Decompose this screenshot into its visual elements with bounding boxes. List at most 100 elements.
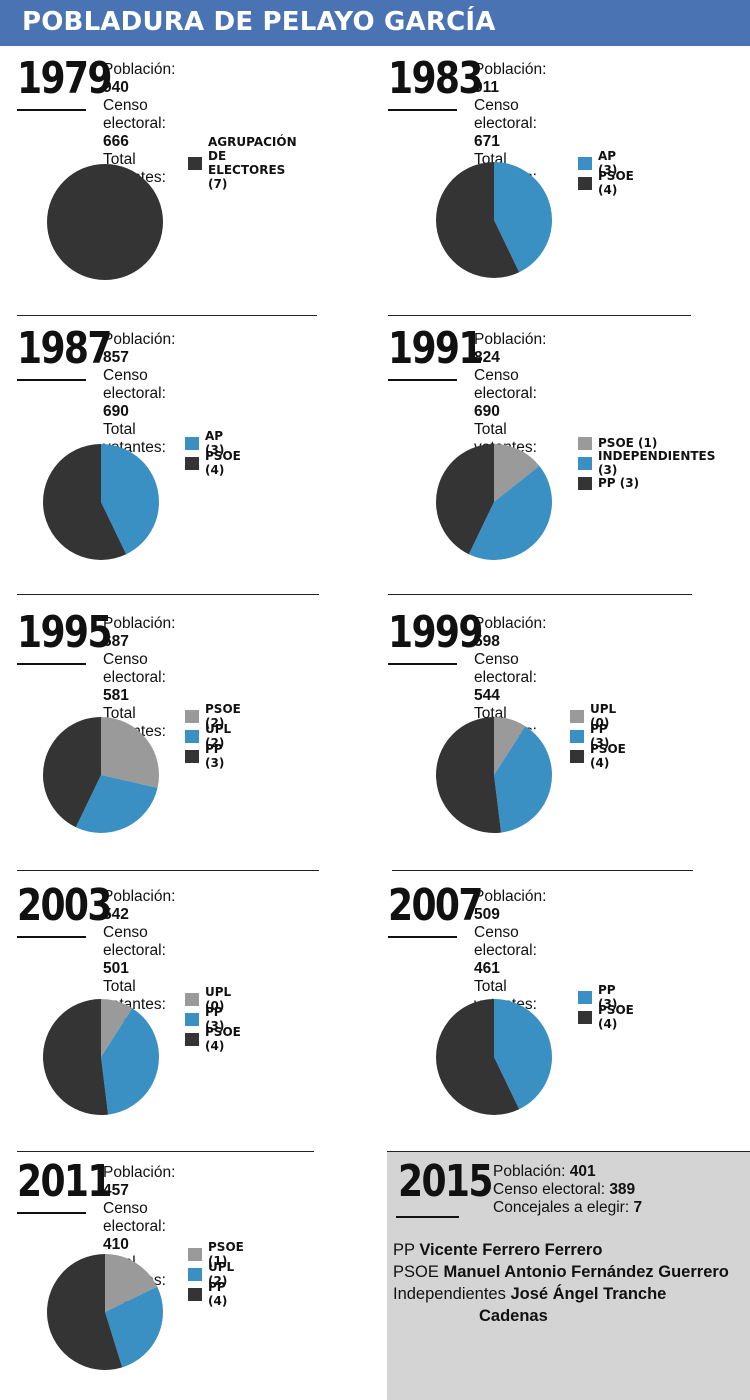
pie-slice <box>494 717 526 775</box>
legend-label: UPL (0) <box>205 985 232 1013</box>
panel-top-rule <box>392 870 693 871</box>
legend-swatch <box>570 729 584 743</box>
legend-label: PP (3) <box>205 1005 225 1033</box>
pie-slice <box>43 999 109 1115</box>
censo-line: Censo electoral: 389 <box>493 1181 636 1198</box>
pie-chart-1991 <box>436 444 552 560</box>
pie-slice <box>101 999 133 1057</box>
legend-swatch <box>185 729 199 743</box>
legend-label: PP (4) <box>208 1280 228 1308</box>
legend-swatch <box>578 156 592 170</box>
legend-item: PSOE (4) <box>570 742 626 770</box>
votantes-line: Total votantes: 381 <box>103 978 166 1031</box>
legend-swatch <box>578 456 592 470</box>
censo-line: Censo electoral: 666 <box>103 97 166 150</box>
legend-item: PSOE (1) <box>188 1240 244 1268</box>
legend-item: PSOE (4) <box>185 449 241 477</box>
year-underline <box>388 109 457 111</box>
legend-swatch <box>188 1287 202 1301</box>
panel-top-rule <box>388 315 691 316</box>
poblacion-line: Población: 940 <box>103 61 176 96</box>
year-underline <box>388 663 457 665</box>
legend-label: PSOE (1) <box>208 1240 244 1268</box>
pie-slice <box>494 726 552 833</box>
legend-label: AGRUPACIÓN DE ELECTORES (7) <box>208 135 297 191</box>
legend-swatch <box>185 992 199 1006</box>
legend-label: PP (3) <box>598 983 618 1011</box>
legend-2003: UPL (0) PP (3) PSOE (4) <box>185 985 241 1053</box>
legend-item: PP (3) <box>570 722 626 750</box>
legend-item: PP (3) <box>185 742 241 770</box>
legend-item: UPL (2) <box>188 1260 244 1288</box>
legend-label: PSOE (2) <box>205 702 241 730</box>
legend-swatch <box>185 749 199 763</box>
legend-2007: PP (3) PSOE (4) <box>578 983 634 1031</box>
legend-item: PSOE (4) <box>578 169 634 197</box>
pie-slice <box>43 717 101 828</box>
censo-line: Censo electoral: 581 <box>103 651 166 704</box>
legend-label: PSOE (1) <box>598 436 658 450</box>
pie-slice <box>494 162 552 273</box>
pie-slice <box>436 162 520 278</box>
pie-chart-2003 <box>43 999 159 1115</box>
legend-swatch <box>188 156 202 170</box>
panel-top-rule <box>17 1151 314 1152</box>
year-label: 1995 <box>17 607 113 658</box>
pie-chart-1995 <box>43 717 159 833</box>
legend-swatch <box>578 436 592 450</box>
panel-top-rule <box>17 870 319 871</box>
pie-slice <box>101 444 159 555</box>
panel-top-rule <box>17 315 317 316</box>
legend-label: AP (3) <box>598 149 618 177</box>
panel-top-rule <box>17 594 319 595</box>
pie-chart-1999 <box>436 717 552 833</box>
censo-line: Censo electoral: 410 <box>103 1200 166 1253</box>
legend-1991: PSOE (1) INDEPENDIENTES (3) PP (3) <box>578 433 715 493</box>
stats-block: Población: 542 Censo electoral: 501 Total … <box>103 888 175 1032</box>
poblacion-line: Población: 857 <box>103 331 176 366</box>
legend-item: INDEPENDIENTES (3) <box>578 449 715 477</box>
year-underline <box>17 936 86 938</box>
page-title: POBLADURA DE PELAYO GARCÍA <box>22 7 496 37</box>
censo-line: Censo electoral: 690 <box>103 367 166 420</box>
year-label: 1991 <box>388 323 484 374</box>
year-underline <box>17 1212 86 1214</box>
legend-item: AGRUPACIÓN DE ELECTORES (7) <box>188 135 297 191</box>
panel-2015 <box>387 1152 750 1400</box>
legend-label: UPL (0) <box>590 702 617 730</box>
legend-swatch <box>185 709 199 723</box>
legend-swatch <box>185 456 199 470</box>
pie-slice <box>43 444 127 560</box>
legend-1995: PSOE (2) UPL (2) PP (3) <box>185 702 241 770</box>
censo-line: Censo electoral: 690 <box>474 367 537 420</box>
pie-slice <box>105 1254 158 1312</box>
legend-swatch <box>570 709 584 723</box>
legend-swatch <box>185 1012 199 1026</box>
legend-swatch <box>578 1010 592 1024</box>
legend-swatch <box>578 176 592 190</box>
censo-line: Censo electoral: 461 <box>474 924 537 977</box>
poblacion-line: Población: 598 <box>474 615 547 650</box>
legend-swatch <box>185 1032 199 1046</box>
year-underline <box>17 379 86 381</box>
censo-line: Censo electoral: 501 <box>103 924 166 977</box>
legend-label: PSOE (4) <box>205 449 241 477</box>
poblacion-line: Población: 824 <box>474 331 547 366</box>
legend-item: AP (3) <box>578 149 634 177</box>
pie-slice <box>47 164 163 280</box>
legend-1983: AP (3) PSOE (4) <box>578 149 634 197</box>
legend-item: UPL (0) <box>570 702 626 730</box>
panel-top-rule <box>388 594 692 595</box>
legend-item: AP (3) <box>185 429 241 457</box>
legend-item: PP (4) <box>188 1280 244 1308</box>
year-label: 1979 <box>17 53 113 104</box>
poblacion-line: Población: 509 <box>474 888 547 923</box>
pie-slice <box>468 465 552 560</box>
legend-1999: UPL (0) PP (3) PSOE (4) <box>570 702 626 770</box>
legend-label: PP (3) <box>598 476 640 490</box>
pie-chart-1983 <box>436 162 552 278</box>
candidate-independientes: Independientes José Ángel Tranche <box>393 1285 667 1303</box>
pie-slice <box>105 1286 163 1368</box>
legend-label: PSOE (4) <box>205 1025 241 1053</box>
pie-slice <box>436 999 520 1115</box>
